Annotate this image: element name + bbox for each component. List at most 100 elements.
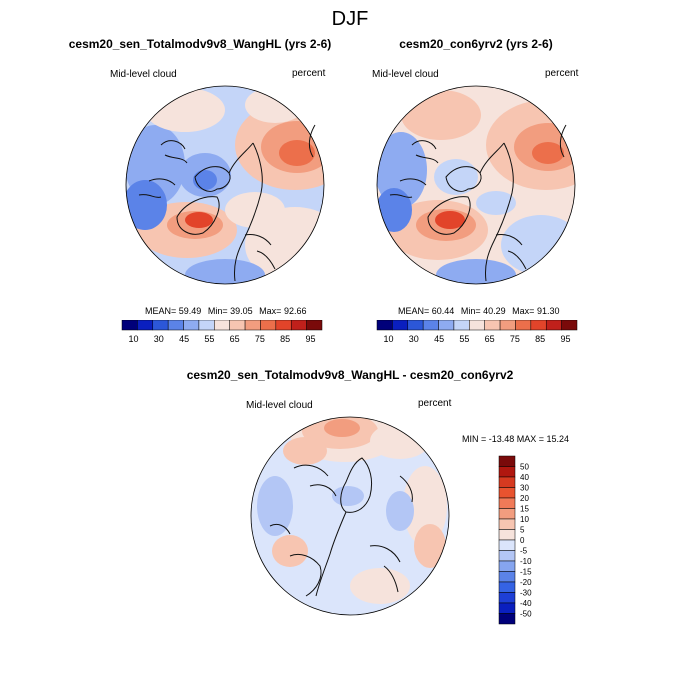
colorbar-swatch <box>498 571 516 583</box>
colorbar-swatch <box>229 320 246 331</box>
colorbar-swatch <box>498 560 516 572</box>
panel1-min-value: 39.05 <box>230 306 253 316</box>
colorbar-swatch <box>530 320 547 331</box>
panel1-map-border <box>125 85 325 285</box>
colorbar-swatch <box>545 320 562 331</box>
panel3-minmax: MIN = -13.48 MAX = 15.24 <box>462 434 570 444</box>
colorbar-swatch <box>498 539 516 551</box>
panel1-polar-map <box>125 85 325 285</box>
colorbar-swatch <box>392 320 409 331</box>
colorbar-swatch <box>407 320 424 331</box>
panel3-field-patch <box>386 491 414 531</box>
panel2-polar-map <box>376 85 576 285</box>
colorbar-tick-label: 65 <box>230 334 240 344</box>
panel2-map-border <box>376 85 576 285</box>
panel1-min-label: Min= <box>207 306 228 316</box>
panel1-field-patch <box>185 212 213 228</box>
panel1-left-label: Mid-level cloud <box>110 69 177 80</box>
panel3-coastlines <box>269 457 413 597</box>
colorbar-swatch <box>498 455 516 467</box>
colorbar-swatch <box>498 602 516 614</box>
panel1-mean-value: 59.49 <box>178 306 202 316</box>
panel2-max-label: Max= <box>512 306 535 316</box>
panel1-field-patch <box>279 140 315 166</box>
colorbar-tick-label: 10 <box>129 334 139 344</box>
panel2-title: cesm20_con6yrv2 (yrs 2-6) <box>399 37 553 51</box>
panel1-max-value: 92.66 <box>283 306 307 316</box>
colorbar-swatch <box>152 320 169 331</box>
panel3-right-label: percent <box>418 398 452 409</box>
colorbar-tick-label: 30 <box>154 334 164 344</box>
panel1-title: cesm20_sen_Totalmodv9v8_WangHL (yrs 2-6) <box>68 37 332 51</box>
colorbar-tick-label: 50 <box>520 463 529 472</box>
colorbar-tick-label: 55 <box>204 334 214 344</box>
colorbar-swatch <box>469 320 485 331</box>
colorbar-swatch <box>244 320 261 331</box>
colorbar-tick-label: -20 <box>520 578 532 587</box>
panel2-field-patch <box>476 191 516 215</box>
colorbar-swatch <box>498 497 516 509</box>
panel2-mean-label: MEAN= <box>398 306 430 316</box>
panel2-field-patch <box>434 159 478 195</box>
panel3-title: cesm20_sen_Totalmodv9v8_WangHL - cesm20_… <box>186 368 514 382</box>
colorbar-tick-label: -50 <box>520 610 532 619</box>
panel2-field-patch <box>532 142 564 164</box>
panel3-map-border <box>250 416 450 616</box>
panel1-mean-label: MEAN= <box>145 306 177 316</box>
panel2-coastlines <box>389 124 567 282</box>
panel2-field-patch <box>401 90 481 140</box>
colorbar-swatch <box>498 613 516 625</box>
colorbar-tick-label: 75 <box>510 334 520 344</box>
panel1-stats: MEAN= 59.49 Min= 39.05 Max= 92.66 <box>145 306 306 316</box>
panel3-left-label: Mid-level cloud <box>246 400 313 411</box>
panel1-max-label: Max= <box>259 306 282 316</box>
colorbar-swatch <box>183 320 200 331</box>
colorbar-swatch <box>498 476 516 488</box>
colorbar-swatch <box>121 320 138 331</box>
colorbar-tick-label: 45 <box>434 334 444 344</box>
panel2-mean-value: 60.44 <box>431 306 455 316</box>
colorbar-swatch <box>484 320 501 331</box>
colorbar-tick-label: 10 <box>384 334 394 344</box>
colorbar-tick-label: 0 <box>520 536 525 545</box>
panel2-field-patch <box>377 188 412 232</box>
colorbar-swatch <box>561 320 578 331</box>
panel3-field-patch <box>324 419 360 437</box>
colorbar-tick-label: 65 <box>485 334 495 344</box>
panel1-field-patch <box>126 180 167 230</box>
colorbar-swatch <box>498 466 516 478</box>
panel2-right-label: percent <box>545 68 579 79</box>
panel2-min-value: 40.29 <box>483 306 506 316</box>
colorbar-tick-label: 45 <box>179 334 189 344</box>
panel3-field-patch <box>332 486 364 506</box>
colorbar-swatch <box>214 320 230 331</box>
colorbar-swatch <box>515 320 532 331</box>
panel3-field-patch <box>257 476 293 536</box>
panel3-field-patch <box>350 568 410 604</box>
panel2-max-value: 91.30 <box>536 306 560 316</box>
colorbar-tick-label: -30 <box>520 589 532 598</box>
colorbar-tick-label: 40 <box>520 473 529 482</box>
panel2-colorbar: 10 30 45 55 65 75 85 95 <box>376 320 578 344</box>
colorbar-tick-label: -5 <box>520 547 528 556</box>
colorbar-tick-label: 85 <box>280 334 290 344</box>
colorbar-swatch <box>498 529 516 541</box>
colorbar-swatch <box>137 320 154 331</box>
colorbar-tick-label: 20 <box>520 494 529 503</box>
colorbar-tick-label: 55 <box>459 334 469 344</box>
panel2-left-label: Mid-level cloud <box>372 69 439 80</box>
panel3-field-patch <box>370 423 430 459</box>
colorbar-tick-label: 85 <box>535 334 545 344</box>
panel1-field-patch <box>225 192 285 228</box>
colorbar-swatch <box>167 320 184 331</box>
panel2-field-patch <box>377 132 427 208</box>
colorbar-swatch <box>453 320 470 331</box>
figure-title: DJF <box>331 8 369 30</box>
colorbar-swatch <box>498 508 516 520</box>
colorbar-swatch <box>376 320 393 331</box>
colorbar-swatch <box>422 320 439 331</box>
colorbar-swatch <box>306 320 323 331</box>
colorbar-tick-label: 95 <box>305 334 315 344</box>
colorbar-swatch <box>498 550 516 562</box>
panel2-stats: MEAN= 60.44 Min= 40.29 Max= 91.30 <box>398 306 559 316</box>
